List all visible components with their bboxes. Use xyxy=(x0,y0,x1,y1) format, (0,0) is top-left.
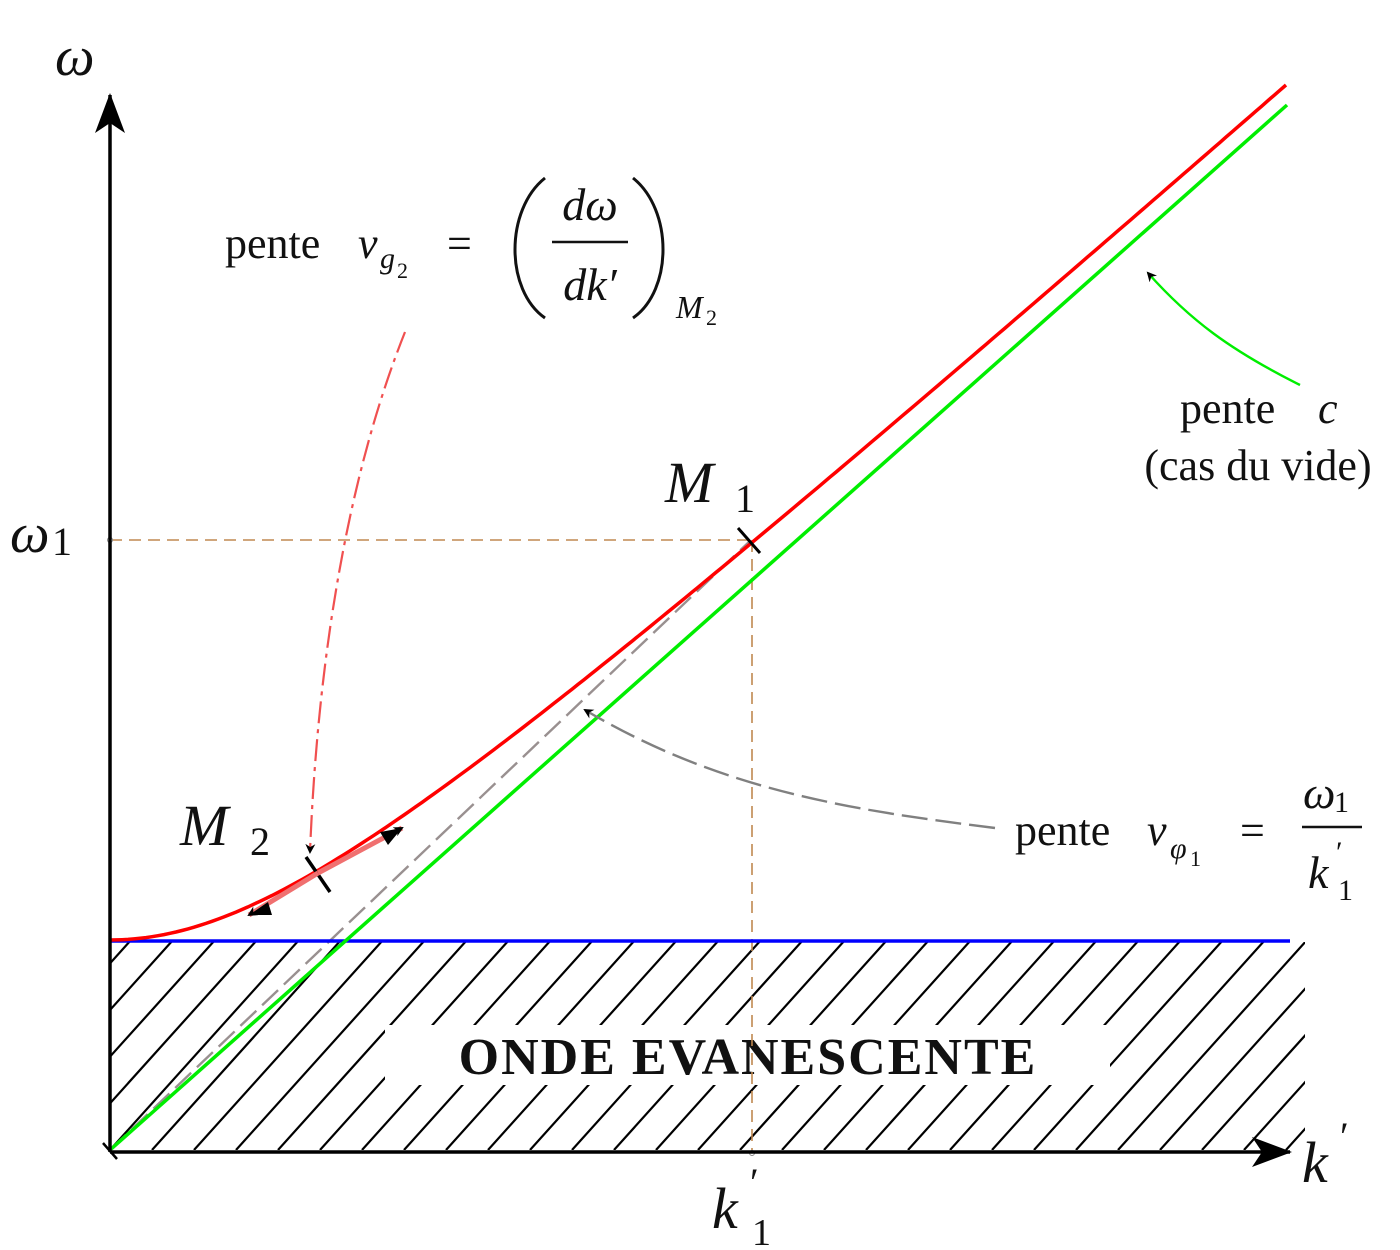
phase-velocity-pointer-arrow xyxy=(583,708,996,830)
hatch-line xyxy=(110,942,215,1059)
m1-letter: M xyxy=(664,450,716,515)
y-axis-label: ω xyxy=(55,26,95,88)
phase-velocity-slope-line xyxy=(109,540,751,1151)
gv-denominator: dk′ xyxy=(563,259,617,310)
gv-subsub: 2 xyxy=(397,258,408,283)
gv-var: v xyxy=(358,219,378,268)
hatch-line xyxy=(1075,942,1265,1150)
origin-mark xyxy=(102,1142,118,1160)
hatch-line xyxy=(277,942,467,1150)
x-axis-label: k ′ xyxy=(1302,1114,1349,1195)
hatch-line xyxy=(110,942,299,1150)
vacuum-word: pente xyxy=(1180,384,1275,433)
pv-sub: φ xyxy=(1170,832,1187,865)
hatch-line xyxy=(110,942,173,1012)
vacuum-slope-pointer-arrow xyxy=(1146,271,1301,387)
hatch-line xyxy=(1117,942,1305,1150)
hatch-line xyxy=(1243,1080,1305,1150)
omega1-subscript: 1 xyxy=(52,519,72,564)
tangent-arrowhead-forward xyxy=(380,828,402,845)
hatch-line xyxy=(0,940,89,1150)
m2-label: M 2 xyxy=(179,793,270,864)
hatch-line xyxy=(1328,940,1400,1150)
vacuum-var: c xyxy=(1318,384,1338,433)
gv-eval-sub: 2 xyxy=(706,305,717,330)
hatch-line xyxy=(1159,987,1305,1150)
dispersion-curve xyxy=(109,83,1288,942)
pv-var: v xyxy=(1147,806,1167,855)
phase-velocity-formula: pente v φ 1 = ω 1 k ′ 1 xyxy=(1015,767,1362,907)
x-axis-label-prime: ′ xyxy=(1340,1114,1349,1159)
region-label-background xyxy=(385,1025,1110,1085)
region-label: ONDE EVANESCENTE xyxy=(459,1029,1038,1086)
hatch-line xyxy=(110,942,257,1105)
k1-letter: k xyxy=(712,1176,739,1241)
m2-letter: M xyxy=(179,793,231,858)
pv-numerator-sub: 1 xyxy=(1334,786,1349,819)
group-velocity-formula: pente v g 2 = dω dk′ M 2 xyxy=(225,176,717,330)
gv-left-paren xyxy=(513,176,546,320)
x-axis-label-letter: k xyxy=(1302,1130,1329,1195)
m1-marker xyxy=(736,527,762,554)
hatch-line xyxy=(235,942,425,1150)
group-velocity-pointer-arrow xyxy=(305,331,407,854)
vacuum-line xyxy=(108,103,1289,1152)
hatch-line xyxy=(1033,942,1223,1150)
m2-subscript: 2 xyxy=(250,819,270,864)
gv-eval-point: M xyxy=(675,289,705,325)
k1-prime: ′ xyxy=(750,1160,759,1205)
tangent-arrowhead-backward xyxy=(249,902,272,915)
m1-subscript: 1 xyxy=(735,476,755,521)
omega1-label: ω 1 xyxy=(10,503,72,565)
pv-numerator: ω xyxy=(1303,767,1335,818)
hatch-line xyxy=(1201,1033,1305,1150)
vacuum-slope-label: pente c (cas du vide) xyxy=(1144,384,1371,490)
hatch-line xyxy=(1370,940,1400,1150)
gv-equals: = xyxy=(447,219,472,268)
pv-word: pente xyxy=(1015,806,1110,855)
gv-sub: g xyxy=(380,242,395,275)
hatch-line xyxy=(193,942,383,1150)
pv-equals: = xyxy=(1240,806,1265,855)
vacuum-caption: (cas du vide) xyxy=(1144,441,1371,490)
pv-denominator-sub: 1 xyxy=(1338,874,1353,907)
m1-label: M 1 xyxy=(664,450,755,521)
pv-denominator-prime: ′ xyxy=(1336,836,1343,869)
k1-label: k ′ 1 xyxy=(712,1160,771,1250)
gv-word: pente xyxy=(225,219,320,268)
gv-numerator: dω xyxy=(562,179,617,230)
omega1-letter: ω xyxy=(10,503,50,565)
pv-denominator: k xyxy=(1308,847,1330,898)
gv-right-paren xyxy=(632,176,665,320)
k1-subscript: 1 xyxy=(752,1212,771,1250)
pv-subsub: 1 xyxy=(1190,846,1201,871)
